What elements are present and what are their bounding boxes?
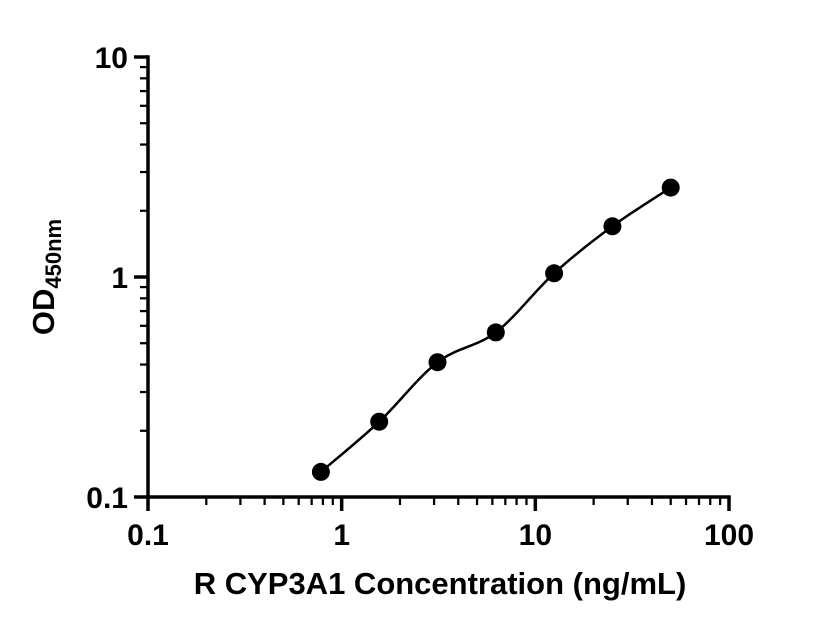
- data-point: [661, 178, 680, 197]
- data-point: [428, 353, 447, 372]
- x-tick-label: 0.1: [127, 519, 169, 552]
- axis-ticks: [134, 55, 731, 511]
- tick-labels: 0.1 1 10 100 0.1 1 10: [86, 42, 754, 552]
- data-point: [603, 217, 622, 236]
- y-axis-title-main: OD: [26, 289, 61, 336]
- data-point: [545, 264, 564, 283]
- data-point: [311, 462, 330, 481]
- x-axis-title: R CYP3A1 Concentration (ng/mL): [194, 566, 687, 601]
- y-tick-label: 10: [95, 42, 128, 75]
- y-tick-label: 1: [111, 262, 128, 295]
- y-axis-title: OD450nm: [26, 219, 66, 335]
- x-tick-label: 100: [704, 519, 754, 552]
- x-tick-label: 10: [519, 519, 552, 552]
- data-point: [486, 323, 505, 342]
- y-axis-title-subscript: 450nm: [41, 219, 66, 289]
- data-series: [311, 178, 680, 481]
- y-tick-label: 0.1: [86, 482, 128, 515]
- data-point: [370, 412, 389, 431]
- axes: [146, 55, 731, 499]
- x-tick-label: 1: [333, 519, 350, 552]
- axis-spines: [146, 55, 731, 499]
